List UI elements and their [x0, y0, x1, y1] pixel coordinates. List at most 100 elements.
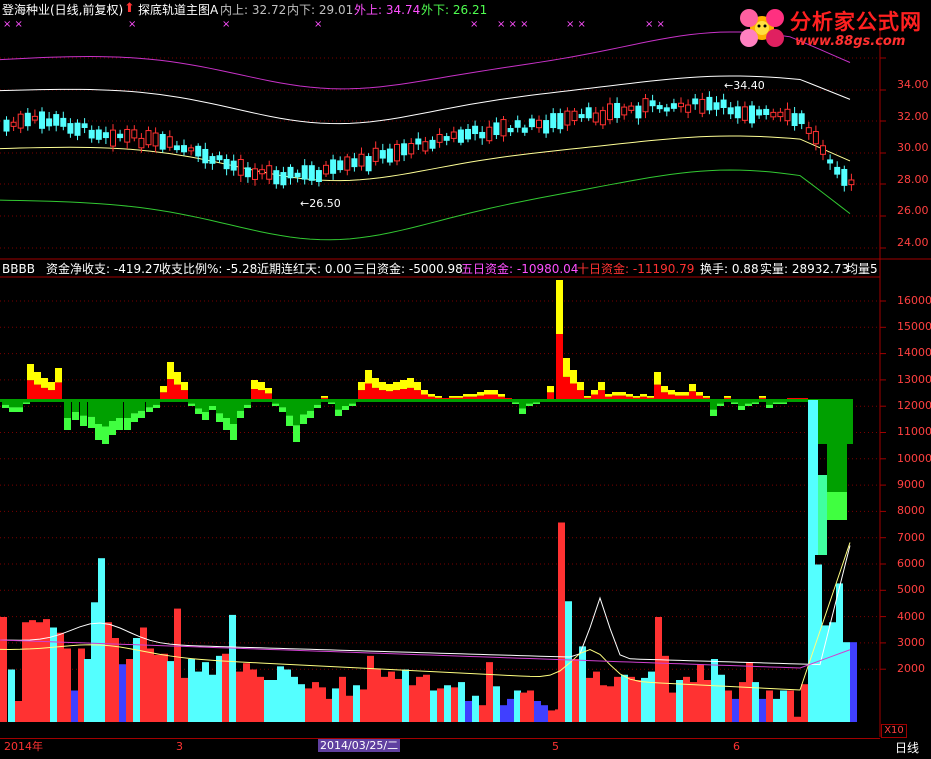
flow-bar-positive: [633, 397, 640, 400]
flow-bar-positive: [407, 387, 414, 400]
flow-bar-negative-ext: [307, 410, 314, 418]
flow-bar-negative: [286, 400, 293, 416]
volume-bar: [112, 638, 119, 722]
flow-bar-negative-ext: [766, 404, 773, 408]
candle: [173, 145, 180, 151]
volume-bar: [43, 619, 50, 722]
net-flow: 资金净收支: -419.27: [46, 262, 161, 276]
candle: [379, 150, 386, 159]
flow-bar-negative: [237, 400, 244, 411]
flow-bar-negative: [146, 400, 153, 408]
volume-bar: [395, 678, 402, 722]
flow-bar-negative-ext: [223, 418, 230, 430]
flow-bar-negative: [738, 400, 745, 406]
high-annotation: ←34.40: [724, 79, 765, 93]
signal-mark: ×: [470, 19, 479, 30]
flow-bar-positive: [414, 390, 421, 400]
flow-bar-positive-ext: [647, 396, 654, 398]
flow-bar-positive-ext: [41, 378, 48, 388]
flow-bar-negative-ext: [237, 410, 244, 418]
candle: [486, 126, 493, 142]
volume-bar: [181, 677, 188, 722]
flow-bar-positive-ext: [470, 394, 477, 397]
flow-bar-positive-ext: [456, 396, 463, 398]
volume-bar: [534, 701, 541, 722]
flow-bar-positive: [160, 392, 167, 400]
volume-bar: [388, 671, 395, 722]
flow-bar-negative: [195, 400, 202, 409]
volume-bar: [367, 655, 374, 722]
volume-ma-5: [0, 545, 851, 666]
candle: [81, 123, 88, 128]
low-value: 26.50: [309, 197, 341, 210]
volume-bar: [548, 710, 555, 722]
flow-bar-positive-ext: [484, 390, 491, 395]
flow-bar-positive: [449, 397, 456, 400]
candle: [727, 107, 734, 115]
candle: [422, 141, 429, 152]
site-logo: 分析家公式网 www.88gs.com: [735, 2, 931, 54]
candle: [528, 118, 535, 128]
flow-bar-negative: [223, 400, 230, 418]
axis-month: 5: [552, 740, 559, 753]
volume-bar: [305, 688, 312, 722]
flow-bar-positive-ext: [421, 390, 428, 395]
volume-tick: 10000: [897, 452, 931, 465]
flow-bar-negative: [109, 400, 116, 421]
candle: [607, 103, 613, 121]
volume-bar: [29, 620, 36, 722]
volume-bar: [843, 642, 850, 722]
flow-bar-negative-ext: [230, 424, 237, 440]
candle: [117, 133, 124, 139]
candle: [145, 130, 152, 146]
flow-bar-positive-ext: [584, 396, 591, 398]
flow-bar-positive: [265, 393, 272, 400]
turnover: 换手: 0.88: [700, 262, 759, 276]
flow-bar-negative: [72, 400, 79, 412]
flow-bar-positive: [696, 395, 703, 400]
indicator-label[interactable]: BBBB: [2, 262, 35, 276]
candle: [564, 110, 571, 126]
candle: [436, 133, 443, 143]
candle: [678, 102, 684, 108]
candle: [3, 119, 10, 132]
volume-bar: [815, 564, 822, 722]
flow-bar-negative: [766, 400, 773, 405]
candle: [315, 170, 322, 183]
price-tick: 32.00: [897, 110, 929, 123]
flow-bar-negative-ext: [752, 402, 759, 404]
flow-bar-positive-ext: [48, 382, 55, 391]
flow-bar-positive-ext: [654, 372, 661, 385]
volume-tick: 5000: [897, 583, 925, 596]
flow-bar-negative-ext: [328, 402, 335, 404]
flow-bar-negative-ext: [717, 403, 724, 406]
flow-bar-positive: [55, 382, 62, 400]
real-volume: 实量: 28932.73: [760, 262, 850, 276]
volume-bar: [250, 669, 257, 722]
candle: [195, 145, 202, 157]
candle: [763, 108, 770, 116]
flow-bar-negative: [314, 400, 321, 405]
logo-url[interactable]: www.88gs.com: [795, 34, 906, 49]
candle: [74, 122, 81, 136]
flow-bar-negative-ext: [244, 404, 251, 408]
high-value: 34.40: [733, 79, 765, 92]
candle: [159, 133, 166, 150]
flow-bar-positive-ext: [633, 396, 640, 398]
candlesticks[interactable]: [3, 91, 855, 192]
volume-bar: [850, 642, 857, 722]
flow-bar-positive-ext: [365, 370, 372, 384]
period-selector[interactable]: 日线: [895, 741, 920, 755]
flow-bar-negative: [88, 400, 95, 417]
candle: [188, 147, 195, 152]
price-tick: 28.00: [897, 173, 929, 186]
flow-bar-positive: [435, 397, 442, 400]
indicator-name[interactable]: 探底轨道主图A: [138, 3, 219, 17]
volume-bar: [15, 701, 22, 722]
volume-bar: [319, 687, 326, 722]
candle: [230, 160, 237, 171]
volume-bar: [277, 666, 284, 722]
volume-bar: [655, 617, 662, 722]
arrow-left-icon: ←: [300, 197, 310, 210]
